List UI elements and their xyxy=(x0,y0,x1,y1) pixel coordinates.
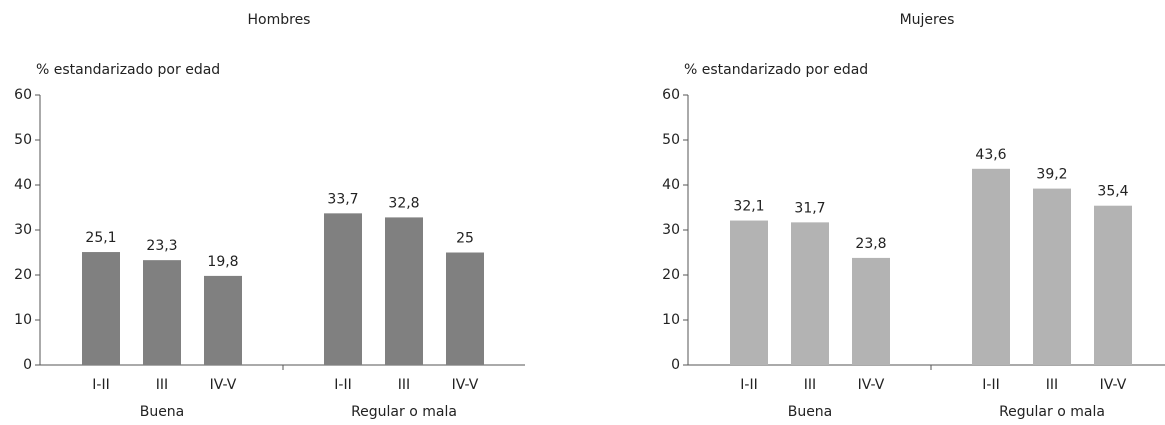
bar xyxy=(143,260,181,365)
x-tick-label: III xyxy=(1046,377,1058,393)
x-tick-label: IV-V xyxy=(1100,377,1127,393)
bar xyxy=(852,257,890,365)
y-tick-label: 50 xyxy=(662,132,680,148)
value-label: 39,2 xyxy=(1036,167,1067,183)
group-label: Regular o mala xyxy=(351,404,457,420)
chart-title: Mujeres xyxy=(900,12,955,28)
group-label: Buena xyxy=(788,404,833,420)
x-tick-label: IV-V xyxy=(210,377,237,393)
y-tick-label: 0 xyxy=(23,357,32,373)
bar xyxy=(446,252,484,365)
y-tick-label: 60 xyxy=(662,87,680,103)
y-tick-label: 40 xyxy=(662,177,680,193)
y-tick-label: 10 xyxy=(662,312,680,328)
bar xyxy=(791,222,829,365)
bar xyxy=(324,213,362,365)
y-tick-label: 30 xyxy=(14,222,32,238)
y-axis-label: % estandarizado por edad xyxy=(684,62,868,78)
value-label: 35,4 xyxy=(1097,184,1128,200)
value-label: 25 xyxy=(456,231,474,247)
y-axis-label: % estandarizado por edad xyxy=(36,62,220,78)
group-label: Buena xyxy=(140,404,185,420)
x-tick-label: IV-V xyxy=(858,377,885,393)
x-tick-label: IV-V xyxy=(452,377,479,393)
value-label: 23,8 xyxy=(855,236,886,252)
value-label: 31,7 xyxy=(794,200,825,216)
y-tick-label: 20 xyxy=(662,267,680,283)
bar xyxy=(385,217,423,365)
x-tick-label: I-II xyxy=(982,377,999,393)
bar xyxy=(82,252,120,365)
value-label: 32,8 xyxy=(388,195,419,211)
value-label: 25,1 xyxy=(85,230,116,246)
value-label: 23,3 xyxy=(146,238,177,254)
group-label: Regular o mala xyxy=(999,404,1105,420)
y-tick-label: 60 xyxy=(14,87,32,103)
value-label: 33,7 xyxy=(327,191,358,207)
bar xyxy=(204,275,242,365)
bar xyxy=(1094,205,1132,365)
x-tick-label: I-II xyxy=(334,377,351,393)
x-tick-label: I-II xyxy=(92,377,109,393)
bar xyxy=(1033,188,1071,365)
y-tick-label: 0 xyxy=(671,357,680,373)
x-tick-label: III xyxy=(804,377,816,393)
value-label: 43,6 xyxy=(975,147,1006,163)
y-tick-label: 10 xyxy=(14,312,32,328)
chart-title: Hombres xyxy=(248,12,311,28)
x-tick-label: III xyxy=(156,377,168,393)
x-tick-label: III xyxy=(398,377,410,393)
bar xyxy=(730,220,768,365)
y-tick-label: 50 xyxy=(14,132,32,148)
bar xyxy=(972,168,1010,365)
y-tick-label: 30 xyxy=(662,222,680,238)
y-tick-label: 40 xyxy=(14,177,32,193)
value-label: 32,1 xyxy=(733,199,764,215)
y-tick-label: 20 xyxy=(14,267,32,283)
value-label: 19,8 xyxy=(207,254,238,270)
x-tick-label: I-II xyxy=(740,377,757,393)
